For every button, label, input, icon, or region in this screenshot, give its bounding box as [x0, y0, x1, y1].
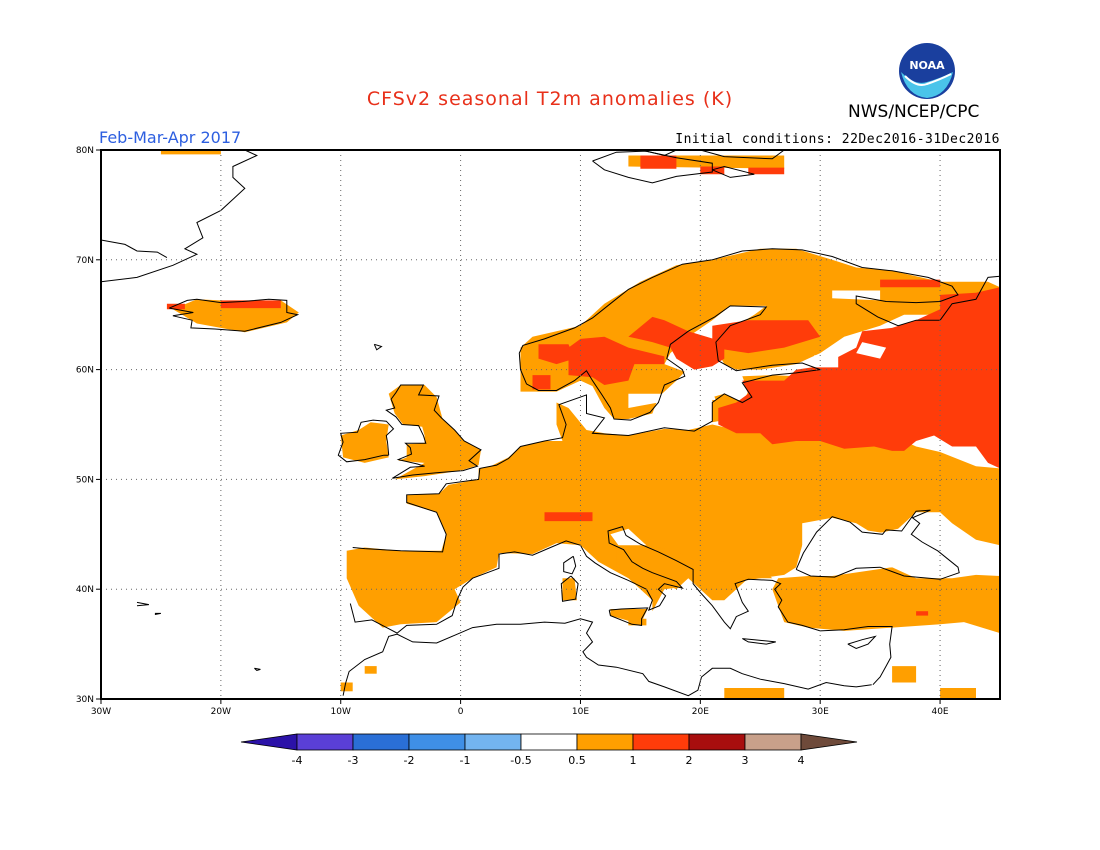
coastline [352, 248, 1001, 553]
coastline [385, 384, 482, 479]
anomaly-area-1-2 [880, 279, 941, 288]
anomaly-area-1-2 [718, 287, 1000, 469]
noaa-logo: NOAA [899, 43, 955, 99]
coastline [847, 635, 877, 650]
coastline [169, 298, 300, 332]
coastline [700, 149, 785, 160]
svg-text:NOAA: NOAA [909, 59, 945, 72]
colorbar-arrow-right [800, 733, 858, 751]
anomaly-area-neutral [682, 391, 716, 401]
colorbar-label: -0.5 [510, 754, 531, 767]
anomaly-area-0p5-1 [340, 422, 389, 463]
anomaly-area-1-2 [166, 303, 185, 310]
colorbar-label: -1 [460, 754, 471, 767]
lon-tick-label: 0 [458, 707, 464, 717]
anomaly-area-0p5-1 [346, 402, 1000, 628]
colorbar-label: 2 [686, 754, 693, 767]
coastline [254, 667, 261, 672]
anomaly-area-1-2 [220, 300, 281, 309]
anomaly-area-neutral [856, 342, 887, 359]
map-frame [100, 149, 1001, 700]
colorbar-label: 1 [630, 754, 637, 767]
colorbar-segment [352, 733, 410, 751]
colorbar-label: 3 [742, 754, 749, 767]
lon-tick-label: 40E [931, 707, 948, 717]
lat-tick-label: 50N [76, 475, 94, 485]
coastline [608, 607, 649, 626]
anomaly-area-1-2 [640, 155, 677, 169]
coastline [154, 612, 161, 615]
anomaly-area-1-2 [712, 320, 821, 354]
anomaly-area-0p5-1 [160, 150, 221, 155]
anomaly-area-1-2 [916, 611, 929, 616]
coastline [563, 555, 577, 575]
anomaly-area-1-2 [748, 167, 785, 175]
colorbar-segment [688, 733, 746, 751]
coastline [373, 343, 383, 351]
colorbar-segment [520, 733, 578, 751]
initial-conditions: Initial conditions: 22Dec2016-31Dec2016 [675, 132, 1000, 147]
colorbar-segment [744, 733, 802, 751]
coastline [337, 419, 395, 463]
coastline [349, 525, 893, 686]
colorbar-arrow-left [240, 733, 298, 751]
agency-label: NWS/NCEP/CPC [848, 102, 980, 122]
lat-tick-label: 80N [76, 146, 94, 156]
chart-title: CFSv2 seasonal T2m anomalies (K) [366, 88, 734, 110]
lat-tick-label: 40N [76, 585, 94, 595]
colorbar-label: -2 [404, 754, 415, 767]
anomaly-area-neutral [802, 517, 953, 573]
colorbar-segment [464, 733, 522, 751]
colorbar: -4 -3 -2 -1 -0.5 0.5 1 2 3 4 [240, 733, 858, 767]
anomaly-area-0p5-1 [724, 688, 785, 699]
lon-tick-label: 30E [812, 707, 829, 717]
anomaly-area-0p5-1 [610, 609, 648, 625]
anomaly-area-neutral [814, 355, 839, 368]
coastline [592, 149, 713, 184]
lat-tick-label: 30N [76, 695, 94, 705]
anomaly-area-1-2 [544, 512, 593, 522]
colorbar-segment [296, 733, 354, 751]
lon-tick-label: 20W [211, 707, 231, 717]
coastline [560, 575, 579, 602]
colorbar-label: -3 [348, 754, 359, 767]
anomaly-area-1-2 [568, 336, 665, 385]
lon-tick-label: 10W [331, 707, 351, 717]
anomaly-area-0p5-1 [892, 666, 917, 683]
anomaly-area-0p5-1 [364, 666, 377, 674]
anomaly-area-1-2 [538, 344, 575, 365]
colorbar-segment [408, 733, 466, 751]
anomaly-area-0p5-1 [562, 578, 577, 601]
coastline [100, 149, 258, 283]
anomaly-area-0p5-1 [616, 545, 773, 601]
coastline [712, 165, 755, 178]
lon-tick-label: 30W [91, 707, 111, 717]
anomaly-area-1-2 [532, 375, 551, 390]
coastline [100, 239, 168, 259]
anomaly-shading [160, 150, 1000, 699]
coastlines [100, 149, 1001, 700]
colorbar-label: -4 [292, 754, 303, 767]
colorbar-label: 0.5 [568, 754, 586, 767]
colorbar-segment [632, 733, 690, 751]
coastline [742, 638, 776, 645]
colorbar-label: 4 [798, 754, 805, 767]
anomaly-area-0p5-1 [772, 567, 1000, 634]
lat-tick-label: 70N [76, 256, 94, 266]
anomaly-area-0p5-1 [388, 385, 481, 480]
anomaly-area-1-2 [628, 316, 725, 370]
anomaly-area-0p5-1 [340, 682, 353, 692]
colorbar-segment [576, 733, 634, 751]
lon-tick-label: 10E [572, 707, 589, 717]
lat-tick-label: 60N [76, 366, 94, 376]
coastline [795, 509, 960, 580]
anomaly-area-neutral [628, 393, 665, 408]
lon-tick-label: 20E [692, 707, 709, 717]
anomaly-area-0p5-1 [940, 688, 976, 699]
coastline [136, 601, 149, 607]
forecast-period: Feb-Mar-Apr 2017 [99, 128, 242, 147]
coastline [342, 618, 872, 697]
